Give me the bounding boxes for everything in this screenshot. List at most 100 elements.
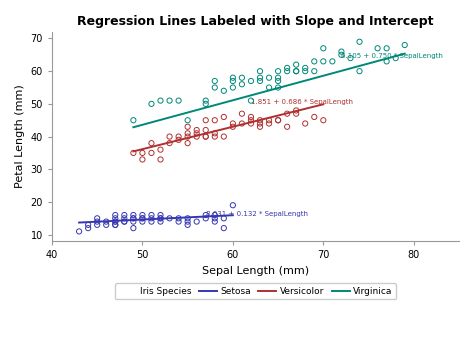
Title: Regression Lines Labeled with Slope and Intercept: Regression Lines Labeled with Slope and … <box>77 15 434 28</box>
Point <box>175 98 182 103</box>
Point <box>138 157 146 162</box>
Point <box>265 75 273 81</box>
Point <box>211 118 219 123</box>
Text: 8.031 + 0.132 * SepalLength: 8.031 + 0.132 * SepalLength <box>206 211 308 217</box>
Point <box>202 134 210 140</box>
Point <box>166 215 173 221</box>
Point <box>356 69 363 74</box>
Text: 1.851 + 0.686 * SepalLength: 1.851 + 0.686 * SepalLength <box>251 99 353 105</box>
Point <box>211 219 219 224</box>
Legend: Iris Species, Setosa, Versicolor, Virginica: Iris Species, Setosa, Versicolor, Virgin… <box>115 283 396 300</box>
Point <box>319 118 327 123</box>
Point <box>184 215 191 221</box>
Point <box>301 65 309 71</box>
Point <box>129 215 137 221</box>
Point <box>120 219 128 224</box>
Point <box>238 111 246 116</box>
Point <box>138 215 146 221</box>
Point <box>111 222 119 228</box>
Point <box>229 78 237 84</box>
Point <box>184 131 191 136</box>
Point <box>175 137 182 143</box>
Point <box>120 212 128 218</box>
Point <box>319 59 327 64</box>
Point <box>157 212 164 218</box>
Point <box>175 215 182 221</box>
Text: 6.105 + 0.750 * SepalLength: 6.105 + 0.750 * SepalLength <box>341 54 443 60</box>
Point <box>202 98 210 103</box>
Point <box>111 215 119 221</box>
Point <box>247 114 255 120</box>
Point <box>184 118 191 123</box>
Point <box>157 215 164 221</box>
Point <box>265 85 273 91</box>
Point <box>211 134 219 140</box>
Point <box>84 225 92 231</box>
Point <box>193 134 201 140</box>
Point <box>175 219 182 224</box>
Point <box>292 108 300 113</box>
Point <box>202 118 210 123</box>
Point <box>274 118 282 123</box>
Point <box>238 121 246 126</box>
Point <box>111 219 119 224</box>
Point <box>274 75 282 81</box>
Point <box>193 127 201 133</box>
Point <box>238 75 246 81</box>
Point <box>220 225 228 231</box>
Point <box>93 219 101 224</box>
Point <box>229 124 237 130</box>
Point <box>220 114 228 120</box>
Point <box>111 222 119 228</box>
Point <box>157 98 164 103</box>
Point <box>202 127 210 133</box>
Point <box>138 212 146 218</box>
Point <box>256 75 264 81</box>
Point <box>129 212 137 218</box>
Point <box>310 114 318 120</box>
Point <box>211 131 219 136</box>
Point <box>211 212 219 218</box>
Point <box>220 88 228 94</box>
Point <box>256 124 264 130</box>
Point <box>193 219 201 224</box>
Point <box>184 219 191 224</box>
Point <box>256 69 264 74</box>
Point <box>274 69 282 74</box>
Point <box>256 78 264 84</box>
Point <box>310 59 318 64</box>
Point <box>229 75 237 81</box>
Point <box>111 212 119 218</box>
Point <box>184 134 191 140</box>
Point <box>184 124 191 130</box>
Point <box>193 131 201 136</box>
Point <box>138 215 146 221</box>
Point <box>274 78 282 84</box>
Point <box>229 121 237 126</box>
Point <box>256 118 264 123</box>
Point <box>310 69 318 74</box>
Point <box>129 150 137 156</box>
Point <box>374 45 382 51</box>
Point <box>292 62 300 67</box>
Point <box>383 59 391 64</box>
Point <box>202 134 210 140</box>
Point <box>392 55 400 61</box>
Point <box>111 219 119 224</box>
Point <box>265 118 273 123</box>
Point <box>337 52 345 58</box>
Point <box>229 202 237 208</box>
Point <box>229 85 237 91</box>
Point <box>202 215 210 221</box>
Point <box>129 118 137 123</box>
Point <box>247 118 255 123</box>
Point <box>120 215 128 221</box>
Point <box>283 65 291 71</box>
Y-axis label: Petal Length (mm): Petal Length (mm) <box>15 85 25 189</box>
Point <box>256 121 264 126</box>
X-axis label: Sepal Length (mm): Sepal Length (mm) <box>202 266 309 276</box>
Point <box>292 69 300 74</box>
Point <box>75 229 83 234</box>
Point <box>202 101 210 107</box>
Point <box>292 69 300 74</box>
